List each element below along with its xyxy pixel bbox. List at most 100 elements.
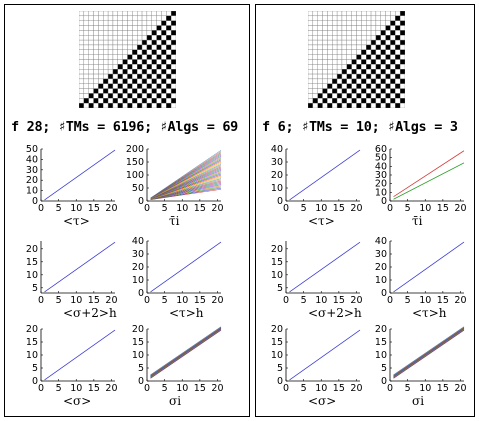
grid-cell [146,11,152,17]
x-tick-label: 10 [315,203,327,214]
grid-cell [375,44,381,50]
grid-cell [161,73,167,80]
plot: 0 5 10 15 20 5 10 15 20 <σ+2>h [17,235,127,320]
grid-cell [351,30,357,36]
grid-cell [117,20,123,26]
grid-cell [312,88,318,94]
grid-cell [356,39,362,46]
grid-cell [346,15,352,21]
grid-cell [112,11,118,17]
grid-cell [170,44,176,50]
grid-cell [88,30,94,36]
grid-cell [399,88,405,94]
grid-cell [141,39,148,46]
grid-cell [141,102,148,108]
grid-cell [385,93,391,99]
x-tick-label: 20 [454,203,466,214]
y-tick-label: 20 [26,324,38,335]
grid-cell [308,69,314,75]
grid-cell [356,20,362,26]
y-tick-label: 40 [375,161,387,172]
grid-cell [103,54,109,60]
grid-cell [341,73,347,80]
grid-cell [103,25,109,31]
y-tick-label: 0 [381,196,387,207]
y-tick-label: 30 [132,249,144,260]
grid-cell [137,102,143,108]
y-tick-label: 10 [132,275,144,286]
grid-cell [98,44,104,50]
grid-cell [370,49,377,55]
grid-cell [156,73,162,80]
grid-cell [346,64,352,70]
grid-cell [399,93,405,99]
grid-cell [107,98,114,104]
grid-cell [112,20,118,26]
grid-cell [370,73,377,80]
grid-cell [98,93,104,99]
grid-cell [151,98,157,104]
grid-cell [332,25,338,31]
grid-cell [146,30,152,36]
grid-cell [156,93,162,99]
grid-cell [112,59,118,65]
grid-cell [83,64,89,70]
grid-cell [98,25,104,31]
grid-cell [336,35,343,41]
grid-cell [336,98,343,104]
x-tick-label: 5 [301,203,307,214]
grid-cell [366,15,372,21]
grid-cell [117,83,123,89]
grid-cell [107,44,114,50]
plot: 0 5 10 15 20 0 5 10 15 20 σi [123,323,233,408]
plot-label: <τ> [63,214,90,228]
grid-cell [127,39,133,46]
grid-cell [385,30,391,36]
grid-cell [122,30,128,36]
grid-cell [336,49,343,55]
y-tick-label: 0 [32,376,38,387]
grid-cell [312,11,318,17]
grid-cell [146,73,152,80]
grid-cell [141,88,148,94]
grid-cell [88,69,94,75]
grid-cell [166,20,172,26]
grid-cell [308,44,314,50]
grid-cell [170,73,176,80]
grid-cell [390,25,396,31]
grid-cell [390,102,396,108]
grid-cell [322,30,328,36]
grid-cell [98,54,104,60]
series-line [393,327,465,377]
grid-cell [390,39,396,46]
grid-cell [341,98,347,104]
grid-cell [336,73,343,80]
grid-cell [341,44,347,50]
x-tick-label: 20 [350,203,362,214]
grid-cell [385,73,391,80]
grid-cell [103,49,109,55]
grid-cell [327,73,333,80]
series-line [44,329,116,381]
grid-cell [317,49,323,55]
y-tick-label: 0 [138,196,144,207]
grid-cell [385,88,391,94]
grid-cell [146,49,152,55]
grid-cell [137,44,143,50]
grid-cell [399,11,405,17]
grid-cell [127,73,133,80]
grid-cell [385,25,391,31]
grid-cell [79,54,85,60]
grid-cell [390,88,396,94]
x-tick-label: 10 [70,295,82,306]
grid-cell [79,11,85,17]
grid-cell [161,78,167,84]
grid-cell [346,93,352,99]
grid-cell [322,11,328,17]
grid-cell [375,54,381,60]
x-tick-label: 5 [405,383,411,394]
grid-cell [327,49,333,55]
grid-cell [308,98,314,104]
